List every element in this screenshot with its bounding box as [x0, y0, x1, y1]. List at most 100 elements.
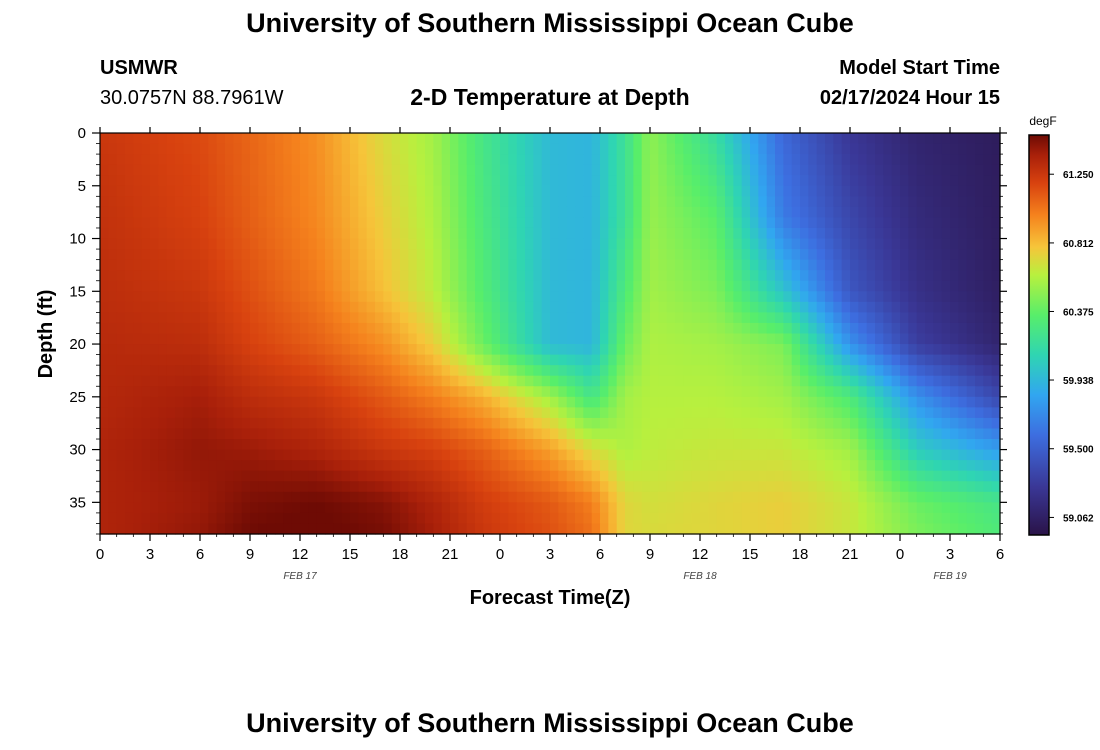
heatmap-cell: [533, 354, 543, 366]
heatmap-cell: [875, 470, 884, 482]
heatmap-cell: [866, 217, 876, 229]
heatmap-cell: [975, 523, 984, 535]
heatmap-cell: [791, 291, 801, 303]
heatmap-cell: [100, 322, 109, 335]
heatmap-cell: [875, 512, 884, 525]
heatmap-cell: [183, 154, 193, 166]
heatmap-cell: [391, 322, 401, 335]
heatmap-cell: [941, 428, 951, 440]
heatmap-cell: [233, 491, 243, 503]
heatmap-cell: [200, 238, 209, 250]
heatmap-cell: [900, 491, 909, 503]
heatmap-cell: [866, 396, 876, 408]
heatmap-cell: [916, 333, 926, 345]
heatmap-cell: [158, 164, 168, 176]
heatmap-cell: [733, 428, 743, 440]
heatmap-cell: [475, 512, 484, 525]
heatmap-cell: [991, 280, 1001, 292]
heatmap-cell: [500, 417, 509, 430]
heatmap-cell: [225, 164, 234, 176]
heatmap-cell: [500, 164, 509, 176]
heatmap-cell: [158, 280, 168, 292]
heatmap-cell: [533, 185, 543, 197]
heatmap-cell: [833, 217, 843, 229]
heatmap-cell: [866, 312, 876, 324]
heatmap-cell: [858, 407, 868, 419]
heatmap-cell: [141, 523, 151, 535]
heatmap-cell: [883, 249, 893, 261]
heatmap-cell: [816, 301, 826, 313]
heatmap-cell: [283, 280, 293, 292]
heatmap-cell: [616, 217, 626, 229]
heatmap-cell: [625, 259, 634, 271]
heatmap-cell: [258, 512, 268, 525]
heatmap-cell: [641, 491, 651, 503]
heatmap-cell: [808, 196, 818, 208]
heatmap-cell: [925, 491, 934, 503]
heatmap-cell: [433, 238, 443, 250]
heatmap-cell: [508, 164, 518, 176]
heatmap-cell: [358, 354, 368, 366]
heatmap-cell: [591, 175, 601, 187]
heatmap-cell: [608, 333, 618, 345]
heatmap-cell: [383, 523, 393, 535]
heatmap-cell: [100, 523, 109, 535]
heatmap-cell: [241, 502, 251, 514]
heatmap-cell: [375, 470, 384, 482]
heatmap-cell: [625, 333, 634, 345]
heatmap-cell: [933, 259, 943, 271]
heatmap-cell: [791, 512, 801, 525]
heatmap-cell: [816, 227, 826, 240]
heatmap-cell: [733, 206, 743, 219]
heatmap-cell: [600, 143, 609, 155]
heatmap-cell: [908, 344, 918, 356]
heatmap-cell: [250, 196, 259, 208]
heatmap-cell: [950, 143, 959, 155]
heatmap-cell: [608, 417, 618, 430]
heatmap-cell: [908, 417, 918, 430]
heatmap-cell: [258, 481, 268, 493]
heatmap-cell: [366, 270, 376, 282]
heatmap-cell: [716, 154, 726, 166]
heatmap-cell: [908, 396, 918, 408]
heatmap-cell: [858, 143, 868, 155]
heatmap-cell: [916, 481, 926, 493]
heatmap-cell: [216, 396, 226, 408]
heatmap-cell: [891, 449, 901, 461]
heatmap-cell: [341, 407, 351, 419]
heatmap-cell: [441, 227, 451, 240]
heatmap-cell: [683, 481, 693, 493]
heatmap-cell: [375, 354, 384, 366]
heatmap-cell: [866, 344, 876, 356]
heatmap-cell: [225, 502, 234, 514]
heatmap-cell: [125, 227, 134, 240]
heatmap-cell: [900, 481, 909, 493]
heatmap-cell: [608, 238, 618, 250]
heatmap-cell: [375, 270, 384, 282]
heatmap-cell: [691, 354, 701, 366]
heatmap-cell: [308, 270, 318, 282]
heatmap-cell: [333, 249, 343, 261]
heatmap-cell: [650, 407, 659, 419]
heatmap-cell: [483, 322, 493, 335]
heatmap-cell: [308, 143, 318, 155]
heatmap-cell: [491, 175, 501, 187]
heatmap-cell: [283, 259, 293, 271]
heatmap-cell: [475, 154, 484, 166]
heatmap-cell: [941, 175, 951, 187]
heatmap-cell: [950, 481, 959, 493]
heatmap-cell: [116, 491, 126, 503]
heatmap-cell: [891, 354, 901, 366]
heatmap-cell: [725, 491, 734, 503]
heatmap-cell: [875, 322, 884, 335]
heatmap-cell: [525, 375, 534, 387]
heatmap-cell: [358, 375, 368, 387]
heatmap-cell: [683, 143, 693, 155]
heatmap-cell: [950, 460, 959, 472]
heatmap-cell: [791, 238, 801, 250]
heatmap-cell: [916, 270, 926, 282]
heatmap-cell: [641, 238, 651, 250]
heatmap-cell: [183, 217, 193, 229]
heatmap-cell: [658, 428, 668, 440]
heatmap-cell: [625, 154, 634, 166]
